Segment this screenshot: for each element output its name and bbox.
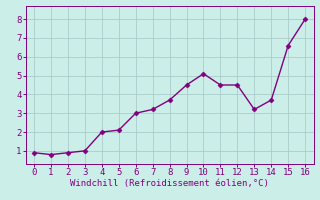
X-axis label: Windchill (Refroidissement éolien,°C): Windchill (Refroidissement éolien,°C) <box>70 179 269 188</box>
